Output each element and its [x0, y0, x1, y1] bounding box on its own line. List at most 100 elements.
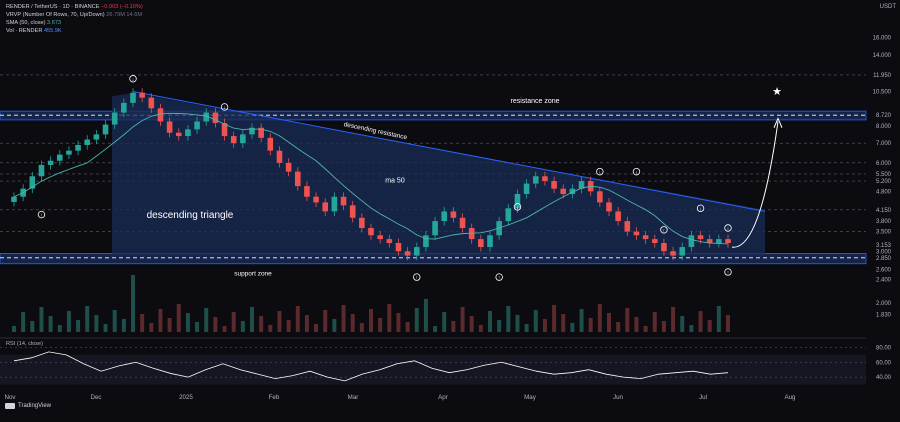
volume-bar — [451, 321, 456, 332]
volume-bar — [643, 326, 648, 332]
marker-glyph: ↓ — [223, 105, 226, 111]
arrow-up-icon — [660, 226, 668, 234]
volume-bar — [176, 304, 181, 332]
volume-bar — [277, 311, 282, 332]
y-tick-label: 3.500 — [876, 230, 892, 236]
y-tick-label: 8.720 — [876, 113, 892, 119]
candle-body — [185, 129, 191, 137]
volume-bar — [222, 326, 227, 332]
marker-glyph: ↑ — [727, 270, 730, 276]
sma-50-line — [13, 112, 729, 245]
rsi-tick-label: 40.00 — [876, 375, 892, 381]
marker-glyph: ↑ — [663, 228, 666, 234]
volume-bar — [625, 308, 630, 332]
volume-bar — [405, 322, 410, 332]
candle-body — [487, 235, 493, 248]
candle-body — [294, 171, 301, 187]
x-tick-label: 2025 — [179, 394, 193, 401]
volume-bar — [433, 326, 438, 332]
candle-body — [285, 162, 292, 172]
y-tick-label: 10.500 — [873, 89, 892, 95]
volume-bar — [524, 324, 529, 332]
candle-body — [304, 186, 310, 197]
sma-value: 3.673 — [47, 20, 62, 26]
volume-bar — [30, 321, 35, 332]
candle-body — [716, 239, 722, 244]
candle-body — [404, 251, 411, 256]
vrvp-values: 26.79M 14.6M — [106, 12, 142, 18]
candle-body — [597, 191, 603, 203]
vol-value: 455.9K — [43, 28, 62, 34]
volume-bar — [149, 323, 154, 332]
arrow-down-icon — [513, 203, 522, 211]
candle-body — [670, 251, 676, 256]
candle-body — [340, 196, 347, 206]
candle-body — [276, 150, 283, 163]
y-tick-label: 5.200 — [876, 179, 892, 185]
y-tick-label: 2.600 — [876, 268, 892, 274]
volume-bar — [378, 318, 383, 332]
candle-body — [706, 239, 713, 244]
candle-body — [725, 239, 731, 244]
volume-bar — [488, 311, 492, 332]
arrow-down-icon — [596, 167, 604, 176]
candle-body — [240, 134, 246, 144]
volume-bar — [250, 307, 254, 332]
candle-body — [313, 196, 319, 203]
brand-label: TradingView — [18, 403, 52, 409]
vrvp-label: VRVP (Number Of Rows, 70, Up/Down) — [6, 12, 105, 18]
volume-bar — [607, 313, 611, 332]
rsi-band — [0, 354, 866, 385]
volume-bar — [39, 307, 44, 332]
candle-body — [642, 235, 649, 240]
volume-bar — [304, 315, 309, 332]
volume-bar — [597, 304, 602, 332]
volume-bar — [369, 309, 373, 332]
volume-bar — [542, 319, 547, 332]
candle-body — [395, 243, 402, 252]
x-tick-label: Aug — [784, 394, 796, 401]
y-tick-label: 7.000 — [876, 141, 892, 147]
vol-header: Vol · RENDER 455.9K — [6, 28, 62, 35]
candle-body — [432, 221, 438, 236]
volume-bar — [616, 322, 621, 332]
candle-body — [166, 121, 173, 133]
support-zone-label: support zone — [234, 271, 272, 278]
arrow-down-icon — [129, 75, 137, 83]
marker-glyph: ↓ — [699, 206, 702, 212]
candle-body — [258, 127, 264, 138]
x-tick-label: Mar — [348, 394, 359, 401]
candle-body — [56, 154, 63, 161]
volume-bar — [661, 321, 666, 332]
volume-bar — [698, 311, 703, 332]
candle-body — [651, 239, 658, 244]
volume-bar — [570, 323, 575, 332]
rsi-label: RSI (14, close) — [6, 341, 43, 347]
y-tick-label: 3.800 — [876, 219, 892, 225]
vrvp-header: VRVP (Number Of Rows, 70, Up/Down) 26.79… — [6, 12, 142, 19]
marker-glyph: ↓ — [635, 170, 638, 176]
volume-bar — [396, 313, 401, 332]
volume-bar — [66, 311, 71, 332]
marker-glyph: ↑ — [498, 275, 501, 281]
x-tick-label: May — [524, 394, 537, 401]
volume-bar — [469, 316, 474, 332]
marker-glyph: ↓ — [132, 77, 135, 83]
candle-body — [221, 122, 228, 137]
candle-body — [368, 227, 374, 236]
volume-bar — [387, 304, 392, 332]
candle-body — [532, 176, 539, 184]
candle-body — [377, 235, 383, 240]
volume-bar — [195, 322, 200, 332]
candle-body — [359, 217, 365, 228]
volume-bar — [716, 306, 721, 332]
sma-label: SMA (50, close) — [6, 20, 46, 26]
candle-body — [413, 247, 420, 256]
candle-body — [38, 164, 45, 177]
candle-body — [175, 132, 182, 137]
volume-bar — [442, 312, 447, 332]
marker-glyph: ↓ — [727, 226, 730, 232]
arrow-down-icon — [724, 224, 732, 232]
